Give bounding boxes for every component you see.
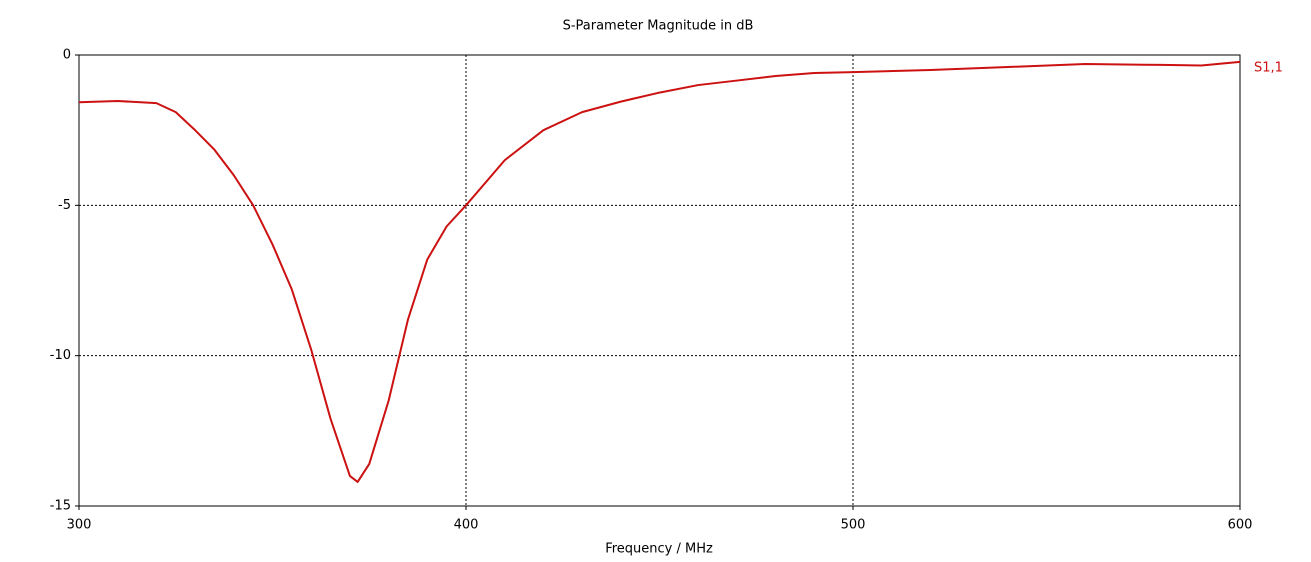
x-tick-label: 400 [454, 518, 479, 533]
y-tick-label: -10 [50, 348, 71, 363]
y-tick-label: -15 [50, 499, 71, 514]
chart-title: S-Parameter Magnitude in dB [563, 19, 754, 34]
y-tick-label: -5 [58, 198, 71, 213]
plot-frame [78, 54, 1241, 507]
data-line [78, 60, 1241, 483]
x-tick-label: 300 [67, 518, 92, 533]
legend-label: S1,1 [1254, 60, 1283, 75]
y-tick-label: 0 [63, 48, 71, 63]
x-tick-label: 500 [841, 518, 866, 533]
x-tick-label: 600 [1228, 518, 1253, 533]
x-axis-label: Frequency / MHz [605, 542, 713, 557]
